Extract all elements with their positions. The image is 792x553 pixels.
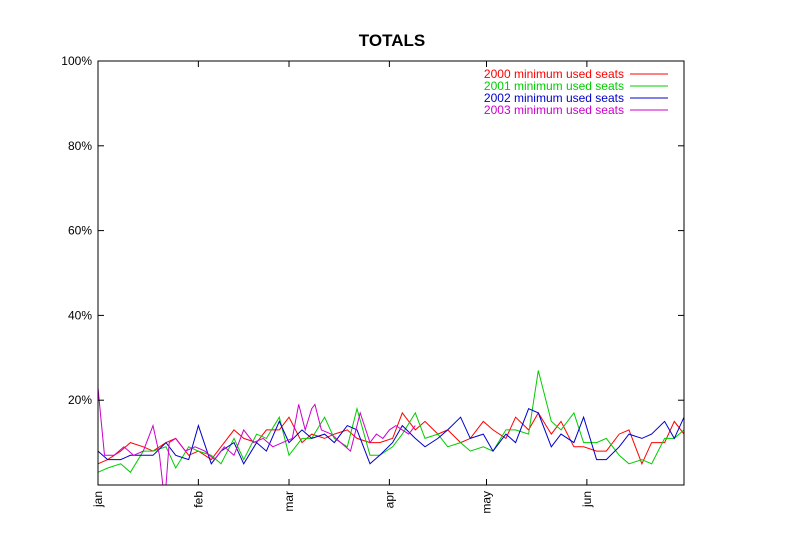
y-tick-label-80-pct: 80% — [68, 139, 92, 153]
x-tick-label-jan: jan — [91, 491, 105, 508]
y-axis: 20% 40% 60% 80% 100% — [61, 54, 684, 407]
y-tick-label-100-pct: 100% — [61, 54, 92, 68]
x-tick-label-apr: apr — [382, 491, 396, 508]
legend-label-2003: 2003 minimum used seats — [484, 103, 624, 117]
chart-title: TOTALS — [359, 31, 425, 50]
y-tick-label-40-pct: 40% — [68, 308, 92, 322]
series-line-2000 — [97, 411, 685, 466]
plot-area — [97, 370, 685, 486]
series-line-2003 — [97, 387, 416, 486]
x-tick-label-feb: feb — [191, 491, 205, 508]
legend-label-2000: 2000 minimum used seats — [484, 67, 624, 81]
x-tick-label-jun: jun — [580, 491, 594, 508]
legend-label-2002: 2002 minimum used seats — [484, 91, 624, 105]
y-tick-label-60-pct: 60% — [68, 224, 92, 238]
legend-label-2001: 2001 minimum used seats — [484, 79, 624, 93]
x-tick-label-mar: mar — [282, 491, 296, 512]
plot-frame — [97, 60, 685, 486]
x-tick-label-may: may — [480, 491, 494, 514]
series-line-2002 — [97, 408, 685, 465]
series-line-2001 — [97, 370, 685, 474]
y-tick-label-20-pct: 20% — [68, 393, 92, 407]
x-axis: jan feb mar apr may jun — [91, 61, 594, 514]
